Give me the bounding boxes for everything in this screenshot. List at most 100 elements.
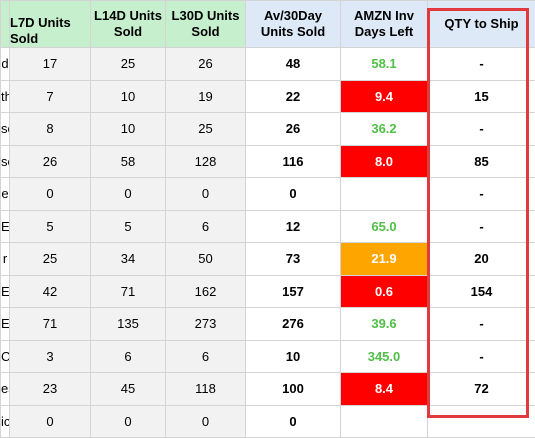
- av30day-units-cell[interactable]: 73: [246, 243, 341, 276]
- l30d-units-cell[interactable]: 19: [166, 80, 246, 113]
- amzn-days-left-cell[interactable]: 36.2: [341, 113, 428, 146]
- l7d-units-cell[interactable]: 3: [10, 340, 91, 373]
- qty-to-ship-cell[interactable]: 72: [428, 373, 535, 406]
- amzn-days-left-cell[interactable]: [341, 405, 428, 438]
- amzn-days-left-cell[interactable]: 345.0: [341, 340, 428, 373]
- av30day-units-cell[interactable]: 276: [246, 308, 341, 341]
- amzn-days-left-cell[interactable]: 0.6: [341, 275, 428, 308]
- l30d-units-cell[interactable]: 6: [166, 340, 246, 373]
- l7d-units-cell[interactable]: 26: [10, 145, 91, 178]
- l7d-units-cell[interactable]: 42: [10, 275, 91, 308]
- row-label-cell[interactable]: Cl: [1, 340, 10, 373]
- l14d-units-cell[interactable]: 0: [91, 405, 166, 438]
- table-row: Cl36610345.0-: [1, 340, 535, 373]
- qty-to-ship-header[interactable]: QTY to Ship: [428, 1, 535, 48]
- row-label-cell[interactable]: r: [1, 243, 10, 276]
- amzn-days-left-cell[interactable]: [341, 178, 428, 211]
- amzn-days-left-cell[interactable]: 21.9: [341, 243, 428, 276]
- l7d-units-cell[interactable]: 71: [10, 308, 91, 341]
- av30day-units-cell[interactable]: 0: [246, 405, 341, 438]
- l30d-units-cell[interactable]: 118: [166, 373, 246, 406]
- l30d-units-cell[interactable]: 0: [166, 405, 246, 438]
- amzn-days-left-cell[interactable]: 39.6: [341, 308, 428, 341]
- l7d-units-cell[interactable]: 0: [10, 405, 91, 438]
- amzn-days-left-cell[interactable]: 58.1: [341, 48, 428, 81]
- row-label-cell[interactable]: es: [1, 373, 10, 406]
- amzn-days-left-cell[interactable]: 65.0: [341, 210, 428, 243]
- l30d-units-cell[interactable]: 162: [166, 275, 246, 308]
- l14d-units-cell[interactable]: 6: [91, 340, 166, 373]
- l7d-units-cell[interactable]: 7: [10, 80, 91, 113]
- l30d-units-cell[interactable]: 50: [166, 243, 246, 276]
- l30d-units-cell[interactable]: 6: [166, 210, 246, 243]
- av30day-units-cell[interactable]: 48: [246, 48, 341, 81]
- l30d-units-cell[interactable]: 128: [166, 145, 246, 178]
- row-label-cell[interactable]: se: [1, 113, 10, 146]
- av30day-units-cell[interactable]: 100: [246, 373, 341, 406]
- row-label-cell[interactable]: ic: [1, 405, 10, 438]
- qty-to-ship-cell[interactable]: -: [428, 48, 535, 81]
- header-row: L7D Units Sold L14D Units Sold L30D Unit…: [1, 1, 535, 48]
- amzn-days-left-cell[interactable]: 8.0: [341, 145, 428, 178]
- l7d-units-cell[interactable]: 8: [10, 113, 91, 146]
- l14d-units-cell[interactable]: 10: [91, 80, 166, 113]
- av30day-units-cell[interactable]: 0: [246, 178, 341, 211]
- qty-to-ship-cell[interactable]: 85: [428, 145, 535, 178]
- l14d-units-cell[interactable]: 58: [91, 145, 166, 178]
- l30d-units-cell[interactable]: 25: [166, 113, 246, 146]
- av30day-units-cell[interactable]: 22: [246, 80, 341, 113]
- row-label-cell[interactable]: d: [1, 48, 10, 81]
- l14d-units-cell[interactable]: 135: [91, 308, 166, 341]
- av30day-units-cell[interactable]: 12: [246, 210, 341, 243]
- l7d-units-cell[interactable]: 17: [10, 48, 91, 81]
- l30d-units-header[interactable]: L30D Units Sold: [166, 1, 246, 48]
- qty-to-ship-cell[interactable]: -: [428, 340, 535, 373]
- qty-to-ship-cell[interactable]: -: [428, 113, 535, 146]
- l7d-units-cell[interactable]: 5: [10, 210, 91, 243]
- l14d-units-cell[interactable]: 71: [91, 275, 166, 308]
- l7d-units-cell[interactable]: 25: [10, 243, 91, 276]
- av30day-units-header[interactable]: Av/30Day Units Sold: [246, 1, 341, 48]
- av30day-units-cell[interactable]: 116: [246, 145, 341, 178]
- row-label-cell[interactable]: E: [1, 308, 10, 341]
- row-label-cell[interactable]: E: [1, 210, 10, 243]
- l30d-units-cell[interactable]: 273: [166, 308, 246, 341]
- table-row: se26581281168.085: [1, 145, 535, 178]
- row-label-cell[interactable]: e: [1, 178, 10, 211]
- row-label-cell[interactable]: E: [1, 275, 10, 308]
- l14d-units-cell[interactable]: 0: [91, 178, 166, 211]
- av30day-units-cell[interactable]: 26: [246, 113, 341, 146]
- l7d-units-header[interactable]: L7D Units Sold: [10, 1, 91, 48]
- qty-to-ship-cell[interactable]: 20: [428, 243, 535, 276]
- l14d-units-cell[interactable]: 25: [91, 48, 166, 81]
- l30d-units-cell[interactable]: 0: [166, 178, 246, 211]
- qty-to-ship-cell[interactable]: 154: [428, 275, 535, 308]
- qty-to-ship-cell[interactable]: -: [428, 308, 535, 341]
- l14d-units-cell[interactable]: 5: [91, 210, 166, 243]
- table-row: es23451181008.472: [1, 373, 535, 406]
- l14d-units-cell[interactable]: 45: [91, 373, 166, 406]
- qty-to-ship-cell[interactable]: [428, 405, 535, 438]
- l7d-units-cell[interactable]: 23: [10, 373, 91, 406]
- l7d-units-cell[interactable]: 0: [10, 178, 91, 211]
- av30day-units-cell[interactable]: 157: [246, 275, 341, 308]
- stub-header[interactable]: [1, 1, 10, 48]
- qty-to-ship-cell[interactable]: -: [428, 178, 535, 211]
- l14d-units-cell[interactable]: 10: [91, 113, 166, 146]
- av30day-units-cell[interactable]: 10: [246, 340, 341, 373]
- amzn-inv-days-left-header[interactable]: AMZN Inv Days Left: [341, 1, 428, 48]
- amzn-days-left-cell[interactable]: 8.4: [341, 373, 428, 406]
- row-label-cell[interactable]: se: [1, 145, 10, 178]
- amzn-days-left-cell[interactable]: 9.4: [341, 80, 428, 113]
- l30d-units-cell[interactable]: 26: [166, 48, 246, 81]
- qty-to-ship-cell[interactable]: 15: [428, 80, 535, 113]
- l14d-units-cell[interactable]: 34: [91, 243, 166, 276]
- row-label-cell[interactable]: th: [1, 80, 10, 113]
- l14d-units-header[interactable]: L14D Units Sold: [91, 1, 166, 48]
- qty-to-ship-cell[interactable]: -: [428, 210, 535, 243]
